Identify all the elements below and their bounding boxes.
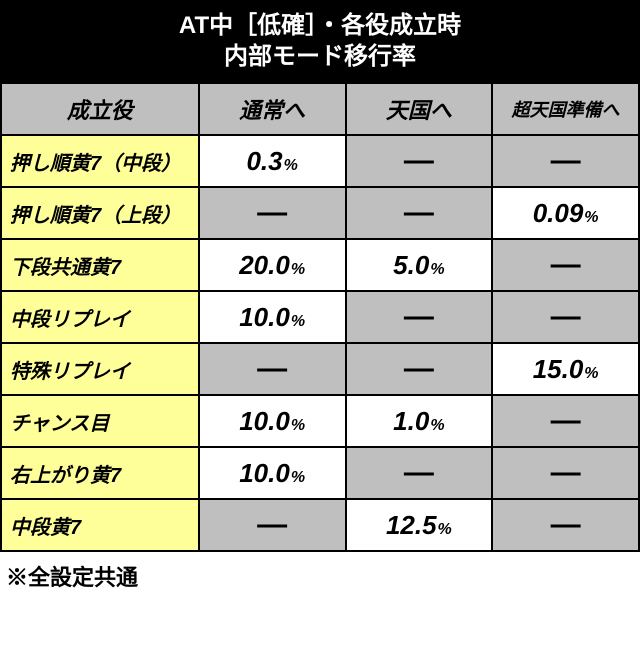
percent-label: %: [291, 469, 305, 486]
data-cell: 20.0%: [199, 239, 346, 291]
data-cell: 10.0%: [199, 291, 346, 343]
footnote: ※全設定共通: [0, 552, 640, 600]
title-line1: AT中［低確］・各役成立時: [0, 10, 640, 41]
value-number: 5.0: [393, 250, 429, 280]
header-row: 成立役 通常へ 天国へ 超天国準備へ: [1, 83, 639, 135]
percent-label: %: [438, 521, 452, 538]
value-number: 0.3: [246, 146, 282, 176]
percent-label: %: [291, 313, 305, 330]
table-row: 中段リプレイ10.0%——: [1, 291, 639, 343]
data-cell: 0.3%: [199, 135, 346, 187]
dash-icon: —: [404, 352, 434, 385]
data-cell: —: [492, 291, 639, 343]
rate-table: 成立役 通常へ 天国へ 超天国準備へ 押し順黄7（中段）0.3%——押し順黄7（…: [0, 82, 640, 552]
dash-icon: —: [551, 404, 581, 437]
row-label: 押し順黄7（中段）: [1, 135, 199, 187]
table-row: チャンス目10.0%1.0%—: [1, 395, 639, 447]
percent-label: %: [430, 417, 444, 434]
data-cell: 5.0%: [346, 239, 493, 291]
value-number: 0.09: [533, 198, 584, 228]
value-number: 10.0: [239, 458, 290, 488]
dash-icon: —: [551, 144, 581, 177]
table-row: 押し順黄7（中段）0.3%——: [1, 135, 639, 187]
row-label: 中段黄7: [1, 499, 199, 551]
dash-icon: —: [404, 300, 434, 333]
table-row: 特殊リプレイ — — 15.0%: [1, 343, 639, 395]
dash-icon: —: [257, 352, 287, 385]
table-container: AT中［低確］・各役成立時 内部モード移行率 成立役 通常へ 天国へ 超天国準備…: [0, 0, 640, 600]
table-row: 中段黄7 — 12.5% —: [1, 499, 639, 551]
data-cell: —: [492, 239, 639, 291]
data-cell: —: [346, 343, 493, 395]
data-cell: —: [492, 499, 639, 551]
percent-label: %: [284, 157, 298, 174]
data-cell: 10.0%: [199, 447, 346, 499]
header-col1: 通常へ: [199, 83, 346, 135]
dash-icon: —: [551, 248, 581, 281]
dash-icon: —: [404, 144, 434, 177]
data-cell: 0.09%: [492, 187, 639, 239]
data-cell: —: [346, 447, 493, 499]
percent-label: %: [584, 365, 598, 382]
row-label: 中段リプレイ: [1, 291, 199, 343]
data-cell: —: [346, 187, 493, 239]
value-number: 12.5: [386, 510, 437, 540]
dash-icon: —: [257, 508, 287, 541]
row-label: 下段共通黄7: [1, 239, 199, 291]
header-col0: 成立役: [1, 83, 199, 135]
percent-label: %: [430, 261, 444, 278]
percent-label: %: [291, 261, 305, 278]
title-block: AT中［低確］・各役成立時 内部モード移行率: [0, 0, 640, 82]
title-line2: 内部モード移行率: [0, 41, 640, 72]
data-cell: 10.0%: [199, 395, 346, 447]
value-number: 10.0: [239, 302, 290, 332]
value-number: 20.0: [239, 250, 290, 280]
value-number: 15.0: [533, 354, 584, 384]
data-cell: —: [492, 135, 639, 187]
header-col2: 天国へ: [346, 83, 493, 135]
data-cell: —: [199, 499, 346, 551]
value-number: 1.0: [393, 406, 429, 436]
dash-icon: —: [551, 508, 581, 541]
percent-label: %: [291, 417, 305, 434]
dash-icon: —: [404, 456, 434, 489]
value-number: 10.0: [239, 406, 290, 436]
data-cell: —: [492, 447, 639, 499]
header-col3: 超天国準備へ: [492, 83, 639, 135]
dash-icon: —: [551, 300, 581, 333]
data-cell: —: [199, 343, 346, 395]
data-cell: 1.0%: [346, 395, 493, 447]
row-label: 特殊リプレイ: [1, 343, 199, 395]
row-label: チャンス目: [1, 395, 199, 447]
table-row: 下段共通黄720.0%5.0%—: [1, 239, 639, 291]
dash-icon: —: [404, 196, 434, 229]
data-cell: —: [492, 395, 639, 447]
data-cell: —: [346, 135, 493, 187]
dash-icon: —: [551, 456, 581, 489]
row-label: 押し順黄7（上段）: [1, 187, 199, 239]
table-row: 押し順黄7（上段） — — 0.09%: [1, 187, 639, 239]
data-cell: 15.0%: [492, 343, 639, 395]
percent-label: %: [584, 209, 598, 226]
data-cell: —: [346, 291, 493, 343]
row-label: 右上がり黄7: [1, 447, 199, 499]
data-cell: —: [199, 187, 346, 239]
dash-icon: —: [257, 196, 287, 229]
data-cell: 12.5%: [346, 499, 493, 551]
table-row: 右上がり黄710.0%——: [1, 447, 639, 499]
